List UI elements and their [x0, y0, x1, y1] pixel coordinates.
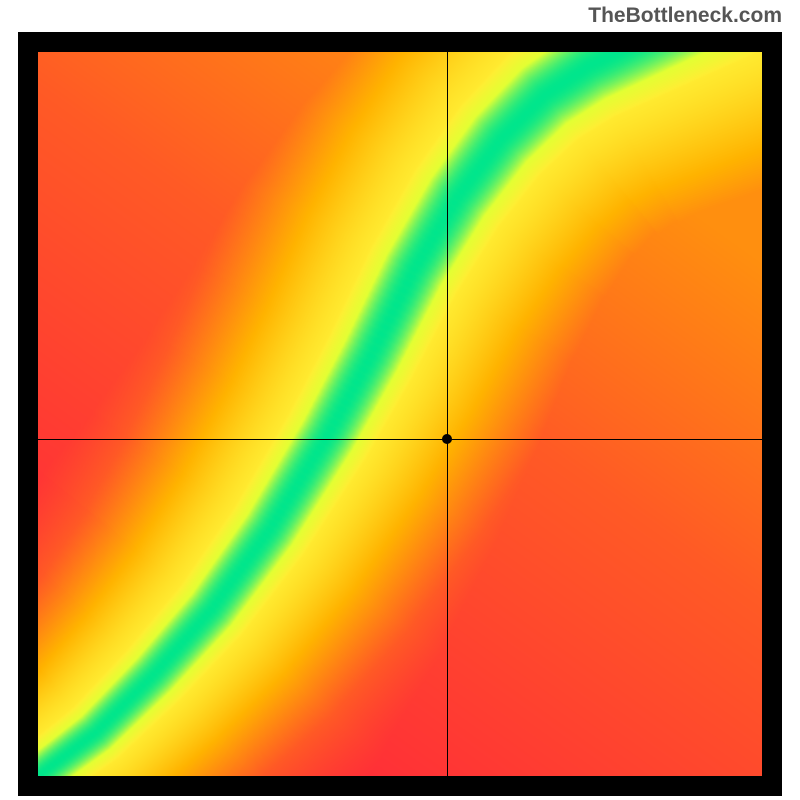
chart-frame	[18, 32, 782, 796]
heatmap-canvas	[38, 52, 762, 776]
attribution-label: TheBottleneck.com	[588, 4, 782, 28]
crosshair-marker	[442, 434, 452, 444]
crosshair-horizontal	[38, 439, 762, 440]
crosshair-vertical	[447, 52, 448, 776]
heatmap-plot	[38, 52, 762, 776]
